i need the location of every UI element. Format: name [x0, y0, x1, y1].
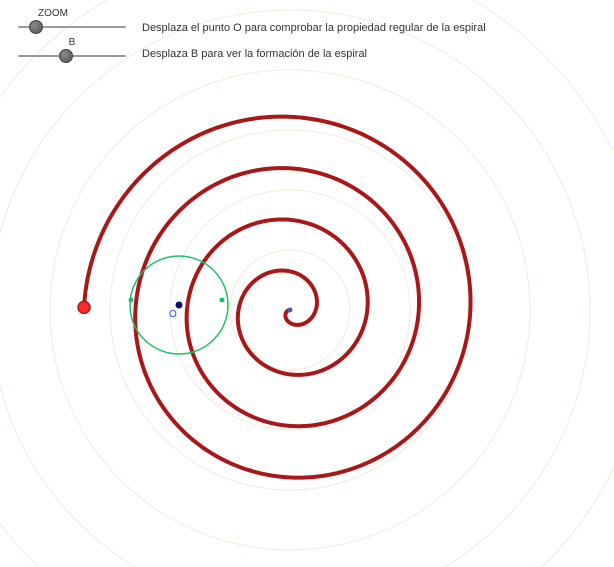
instruction-b: Desplaza B para ver la formación de la e…	[142, 48, 486, 60]
b-label: B	[69, 37, 76, 48]
background-ring	[230, 250, 350, 370]
verification-circle	[130, 256, 228, 354]
canvas: O	[0, 0, 614, 567]
point-o-label: O	[169, 309, 177, 320]
b-thumb[interactable]	[59, 49, 73, 63]
zoom-slider-group: ZOOM	[18, 8, 126, 35]
zoom-label: ZOOM	[38, 8, 68, 19]
background-ring	[0, 10, 590, 567]
b-slider[interactable]	[18, 48, 126, 64]
background-ring	[0, 0, 614, 567]
point-o[interactable]	[176, 302, 183, 309]
sliders: ZOOM B	[18, 8, 126, 64]
controls-panel: ZOOM B Desplaza el punto O para comproba…	[18, 8, 486, 64]
spiral-path	[84, 117, 470, 478]
origin-dot	[288, 308, 293, 313]
zoom-slider[interactable]	[18, 19, 126, 35]
background-ring	[110, 130, 470, 490]
instruction-o: Desplaza el punto O para comprobar la pr…	[142, 22, 486, 34]
intersection-dot	[129, 298, 134, 303]
background-ring	[170, 190, 410, 430]
spiral-stage: O	[0, 0, 614, 567]
zoom-thumb[interactable]	[29, 20, 43, 34]
instructions: Desplaza el punto O para comprobar la pr…	[142, 22, 486, 60]
spiral-endpoint[interactable]	[78, 301, 90, 313]
intersection-dot	[220, 298, 225, 303]
b-slider-group: B	[18, 37, 126, 64]
background-ring	[50, 70, 530, 550]
